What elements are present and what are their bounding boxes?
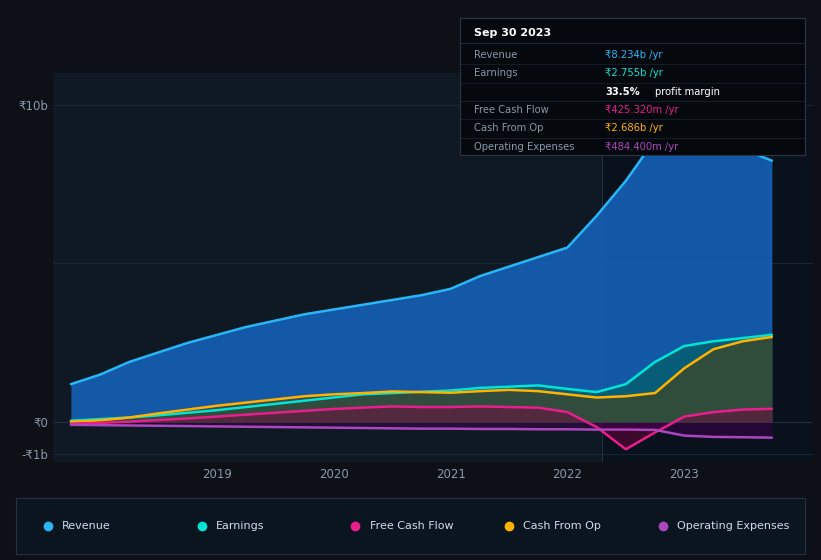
- Text: Earnings: Earnings: [216, 521, 264, 531]
- Text: Operating Expenses: Operating Expenses: [677, 521, 789, 531]
- Text: profit margin: profit margin: [655, 87, 720, 97]
- Text: ₹484.400m /yr: ₹484.400m /yr: [605, 142, 678, 152]
- Text: Sep 30 2023: Sep 30 2023: [474, 27, 551, 38]
- Text: ₹2.755b /yr: ₹2.755b /yr: [605, 68, 663, 78]
- Text: ₹8.234b /yr: ₹8.234b /yr: [605, 50, 663, 60]
- Text: Cash From Op: Cash From Op: [523, 521, 601, 531]
- Text: ₹2.686b /yr: ₹2.686b /yr: [605, 123, 663, 133]
- Text: ₹425.320m /yr: ₹425.320m /yr: [605, 105, 678, 115]
- Text: Operating Expenses: Operating Expenses: [474, 142, 575, 152]
- Text: Cash From Op: Cash From Op: [474, 123, 544, 133]
- Text: Free Cash Flow: Free Cash Flow: [474, 105, 548, 115]
- Bar: [603, 73, 813, 462]
- Text: Revenue: Revenue: [62, 521, 111, 531]
- Text: 33.5%: 33.5%: [605, 87, 640, 97]
- Text: Free Cash Flow: Free Cash Flow: [369, 521, 453, 531]
- Text: Revenue: Revenue: [474, 50, 517, 60]
- Text: Earnings: Earnings: [474, 68, 517, 78]
